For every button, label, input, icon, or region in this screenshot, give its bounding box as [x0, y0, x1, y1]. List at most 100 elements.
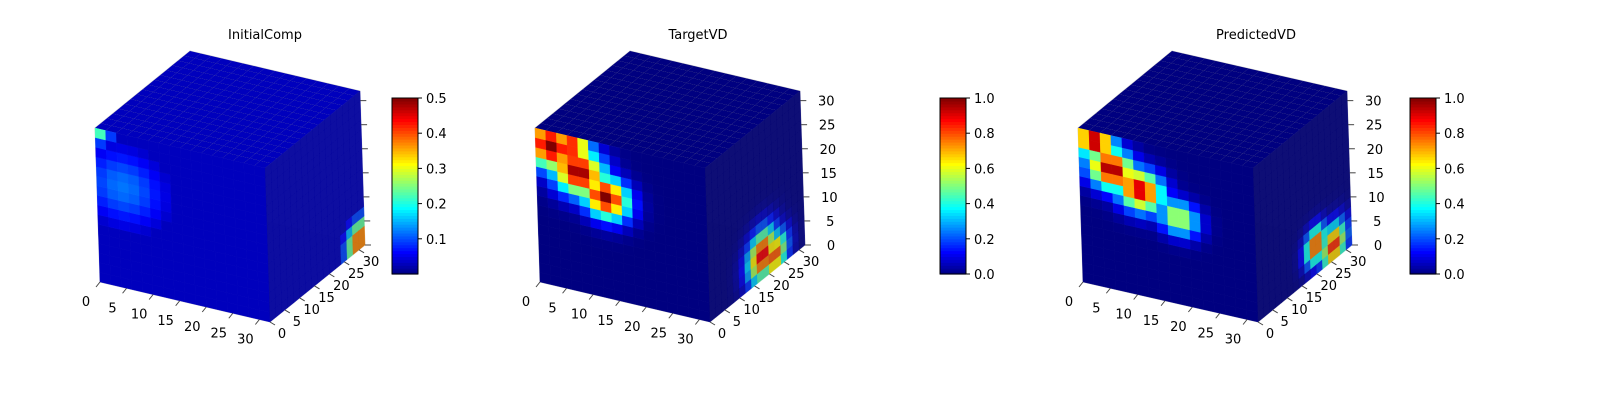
z-axis-ticks	[360, 100, 371, 246]
colorbar-step	[1410, 206, 1436, 211]
colorbar-step	[940, 165, 966, 169]
colorbar-step	[392, 227, 418, 231]
y-tick	[1257, 321, 1264, 326]
colorbar-step	[1410, 265, 1436, 269]
colorbar-step	[940, 139, 966, 143]
colorbar-step	[940, 238, 966, 243]
colorbar-step	[1410, 186, 1436, 190]
y-tick-label: 5	[293, 315, 301, 330]
y-tick	[269, 321, 276, 326]
colorbar-step	[1410, 256, 1436, 260]
colorbar-step	[392, 127, 418, 131]
colorbar-step	[1410, 156, 1436, 161]
colorbar-tick-label: 0.6	[974, 162, 995, 177]
colorbar-step	[392, 183, 418, 187]
cube-top-face	[1077, 50, 1348, 169]
chart-panel-3: 0 5 10 15 20 25 30 051015202530051015202530Pred…	[1065, 28, 1465, 348]
z-tick-label: 5	[1373, 215, 1381, 230]
x-tick	[254, 319, 260, 325]
colorbar-tick-label: 0.8	[1444, 127, 1465, 142]
y-tick-label: 20	[333, 279, 350, 294]
x-tick	[1242, 319, 1248, 325]
colorbar-step	[940, 115, 966, 120]
colorbar-step	[940, 247, 966, 252]
x-axis-ticks: 0 5 10 15 20 25 30	[82, 281, 260, 348]
chart-panel-2: 0 5 10 15 20 25 30 051015202530051015202530Targ…	[522, 28, 995, 348]
x-tick	[228, 312, 234, 319]
y-tick	[284, 309, 291, 314]
colorbar-step	[1410, 121, 1436, 125]
cube-front-face	[534, 127, 711, 323]
z-tick-label: 25	[1366, 119, 1383, 134]
y-tick	[754, 285, 760, 290]
side-shade	[705, 91, 805, 322]
colorbar-step	[392, 206, 418, 211]
colorbar-step	[940, 218, 966, 222]
colorbar-step	[392, 253, 418, 257]
chart-panel-1: 0 5 10 15 20 25 30 051015202530InitialComp0.10.…	[82, 28, 447, 348]
colorbar-step	[1410, 227, 1436, 231]
colorbar-step	[940, 259, 966, 263]
colorbar: 0.1 0.2 0.3 0.4 0.5	[391, 92, 447, 275]
colorbar-step	[392, 150, 418, 155]
z-tick-label: 15	[1367, 167, 1384, 182]
x-tick-label: 25	[1197, 326, 1214, 341]
y-tick-label: 10	[743, 303, 760, 318]
colorbar-tick-label: 0.1	[426, 233, 447, 248]
y-tick	[1316, 273, 1323, 278]
colorbar-step	[392, 174, 418, 178]
colorbar-step	[940, 171, 966, 175]
y-tick-label: 0	[1266, 327, 1274, 342]
colorbar-step	[940, 186, 966, 190]
colorbar-step	[1410, 103, 1436, 108]
colorbar-step	[940, 194, 966, 199]
colorbar-step	[1410, 142, 1436, 146]
colorbar-step	[392, 250, 418, 255]
colorbar-step	[1410, 191, 1436, 196]
x-tick-label: 5	[548, 301, 556, 316]
colorbar-step	[392, 142, 418, 146]
voxel-cell	[1340, 90, 1348, 106]
colorbar-step	[392, 262, 418, 266]
colorbar-step	[392, 188, 418, 193]
colorbar-step	[1410, 168, 1436, 172]
colorbar-step	[392, 171, 418, 175]
colorbar-step	[940, 174, 966, 178]
colorbar-step	[940, 212, 966, 216]
colorbar-tick-label: 1.0	[974, 92, 995, 107]
colorbar-step	[392, 162, 418, 167]
colorbar-step	[392, 121, 418, 125]
colorbar-step	[392, 235, 418, 240]
colorbar-step	[392, 218, 418, 222]
x-tick	[641, 306, 647, 313]
y-tick-label: 30	[1350, 255, 1367, 270]
chart-title: InitialComp	[228, 28, 302, 43]
colorbar-tick-label: 0.3	[426, 162, 447, 177]
x-tick	[1133, 294, 1139, 300]
y-tick	[769, 273, 775, 278]
colorbar-step	[392, 232, 418, 237]
colorbar-step	[392, 238, 418, 243]
colorbar-step	[1410, 200, 1436, 205]
colorbar-tick-label: 0.4	[1444, 198, 1465, 213]
colorbar-step	[392, 153, 418, 158]
colorbar-tick-label: 0.6	[1444, 162, 1465, 177]
colorbar-step	[392, 168, 418, 172]
colorbar-frame	[1409, 97, 1437, 275]
colorbar-tick-label: 1.0	[1444, 92, 1465, 107]
z-tick-label: 25	[819, 119, 836, 134]
colorbar-step	[940, 124, 966, 128]
colorbar-tick-label: 0.2	[426, 198, 447, 213]
y-tick	[314, 285, 320, 290]
colorbar-tick-label: 0.2	[974, 233, 995, 248]
colorbar-step	[1410, 188, 1436, 193]
colorbar-step	[392, 115, 418, 120]
colorbar-step	[1410, 241, 1436, 246]
colorbar-step	[392, 177, 418, 181]
x-tick	[535, 281, 541, 288]
colorbar-step	[1410, 144, 1436, 149]
y-tick-label: 5	[733, 315, 741, 330]
colorbar-step	[1410, 115, 1436, 120]
colorbar-step	[1410, 130, 1436, 134]
colorbar-step	[940, 136, 966, 140]
